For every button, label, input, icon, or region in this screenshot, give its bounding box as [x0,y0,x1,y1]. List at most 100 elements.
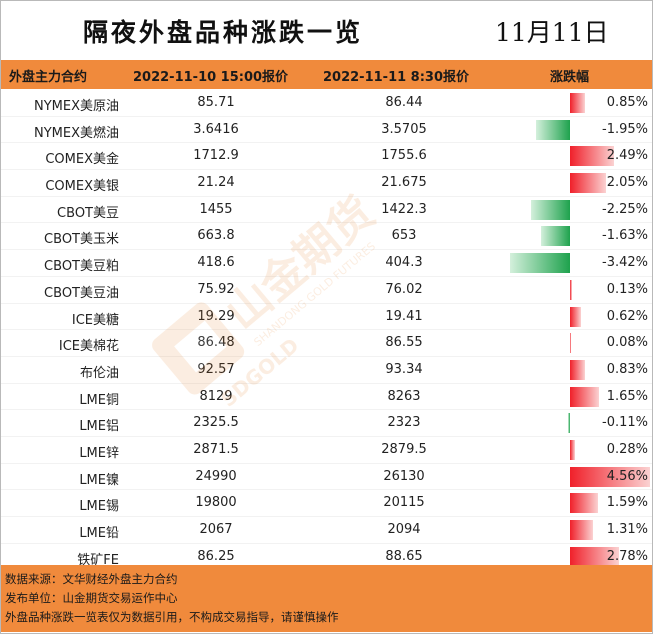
change-percent: 1.65% [606,388,648,404]
footer-publisher: 发布单位：山金期货交易运作中心 [5,591,178,605]
change-percent: 0.13% [606,281,648,297]
contract-name: LME锡 [79,499,119,515]
price-a: 92.57 [197,361,235,377]
change-bar-positive [570,493,598,514]
contract-name: LME锌 [79,445,119,461]
table-row: NYMEX美原油 85.71 86.44 0.85% [1,90,652,117]
table-row: ICE美糖 19.29 19.41 0.62% [1,304,652,331]
contract-name: LME镍 [79,472,119,488]
table-row: CBOT美豆油 75.92 76.02 0.13% [1,277,652,304]
header-price-a: 2022-11-10 15:00报价 [133,70,289,85]
contract-name: CBOT美豆油 [44,285,119,301]
price-b: 88.65 [385,548,423,564]
table-row: LME锌 2871.5 2879.5 0.28% [1,437,652,464]
change-percent: 1.31% [606,522,648,537]
change-bar-positive [570,173,606,194]
price-a: 3.6416 [193,121,239,137]
change-percent: 0.62% [606,308,648,324]
price-a: 19800 [195,495,237,511]
price-b: 2879.5 [381,441,427,457]
table-row: LME镍 24990 26130 4.56% [1,464,652,491]
price-b: 21.675 [381,175,427,191]
change-percent: 4.56% [606,468,648,484]
table-row: CBOT美玉米 663.8 653 -1.63% [1,223,652,251]
price-b: 2323 [387,415,421,431]
header-name: 外盘主力合约 [9,70,88,85]
price-b: 3.5705 [381,121,427,137]
contract-name: LME铅 [79,526,119,541]
table-row: LME铅 2067 2094 1.31% [1,517,652,544]
contract-name: 铁矿FE [77,552,119,568]
change-percent: 2.05% [606,175,648,191]
change-percent: -3.42% [602,255,648,271]
price-a: 2067 [199,522,233,537]
price-b: 2094 [387,522,421,537]
contract-name: NYMEX美原油 [33,99,119,114]
footer: 数据来源：文华财经外盘主力合约 发布单位：山金期货交易运作中心 外盘品种涨跌一览… [1,565,652,632]
change-percent: -1.63% [602,228,648,244]
contract-name: CBOT美豆 [57,205,119,221]
table-row: 布伦油 92.57 93.34 0.83% [1,357,652,384]
contract-name: LME铜 [79,392,119,408]
change-bar-negative [568,413,570,434]
price-b: 1422.3 [381,201,427,217]
price-a: 1712.9 [193,148,239,164]
change-bar-negative [541,226,570,247]
change-bar-positive [570,146,614,167]
change-bar-positive [570,306,581,327]
price-b: 653 [391,228,417,244]
table-header: 外盘主力合约 2022-11-10 15:00报价 2022-11-11 8:3… [1,60,652,89]
table-row: ICE美棉花 86.48 86.55 0.08% [1,330,652,357]
contract-name: ICE美糖 [71,312,119,328]
price-b: 93.34 [385,361,423,377]
change-percent: 0.85% [606,95,648,110]
price-b: 86.55 [385,335,423,351]
price-b: 19.41 [385,308,423,324]
table-row: COMEX美金 1712.9 1755.6 2.49% [1,143,652,171]
price-a: 86.25 [197,548,235,564]
contract-name: NYMEX美燃油 [33,125,119,141]
contract-name: 布伦油 [79,365,119,381]
change-bar-positive [570,279,573,300]
price-a: 2871.5 [193,441,239,457]
price-a: 85.71 [197,95,235,110]
price-a: 418.6 [197,255,235,271]
change-bar-positive [570,93,585,113]
change-percent: 1.59% [606,495,648,511]
price-b: 1755.6 [381,148,427,164]
contract-name: CBOT美豆粕 [44,259,119,275]
table-row: CBOT美豆粕 418.6 404.3 -3.42% [1,250,652,277]
change-bar-positive [570,466,650,487]
price-a: 24990 [195,468,237,484]
page-title: 隔夜外盘品种涨跌一览 [83,18,364,47]
footer-source: 数据来源：文华财经外盘主力合约 [5,572,178,586]
price-b: 86.44 [385,95,423,110]
title-bar: 隔夜外盘品种涨跌一览 11月11日 [1,1,652,59]
date-label: 11月11日 [495,18,609,47]
change-bar-negative [510,253,570,274]
price-a: 2325.5 [193,415,239,431]
price-b: 20115 [383,495,425,511]
price-a: 1455 [199,201,233,217]
change-percent: -0.11% [602,415,648,431]
price-b: 26130 [383,468,425,484]
table-row: LME铜 8129 8263 1.65% [1,384,652,411]
price-a: 75.92 [197,281,235,297]
footer-disclaimer: 外盘品种涨跌一览表仅为数据引用，不构成交易指导，请谨慎操作 [5,610,339,624]
price-a: 663.8 [197,228,235,244]
price-b: 76.02 [385,281,423,297]
contract-name: ICE美棉花 [58,339,119,355]
change-bar-negative [535,119,570,140]
price-b: 404.3 [385,255,423,271]
table-row: COMEX美银 21.24 21.675 2.05% [1,170,652,197]
table-row: NYMEX美燃油 3.6416 3.5705 -1.95% [1,117,652,144]
contract-name: COMEX美金 [45,152,119,168]
change-bar-positive [570,333,572,354]
change-percent: -1.95% [602,121,648,137]
contract-name: LME铝 [79,419,119,435]
table-row: LME锡 19800 20115 1.59% [1,490,652,517]
change-percent: -2.25% [602,201,648,217]
change-percent: 0.83% [606,361,648,377]
table-row: LME铝 2325.5 2323 -0.11% [1,410,652,437]
table-body: NYMEX美原油 85.71 86.44 0.85% NYMEX美燃油 3.6416 3.5… [1,90,652,571]
